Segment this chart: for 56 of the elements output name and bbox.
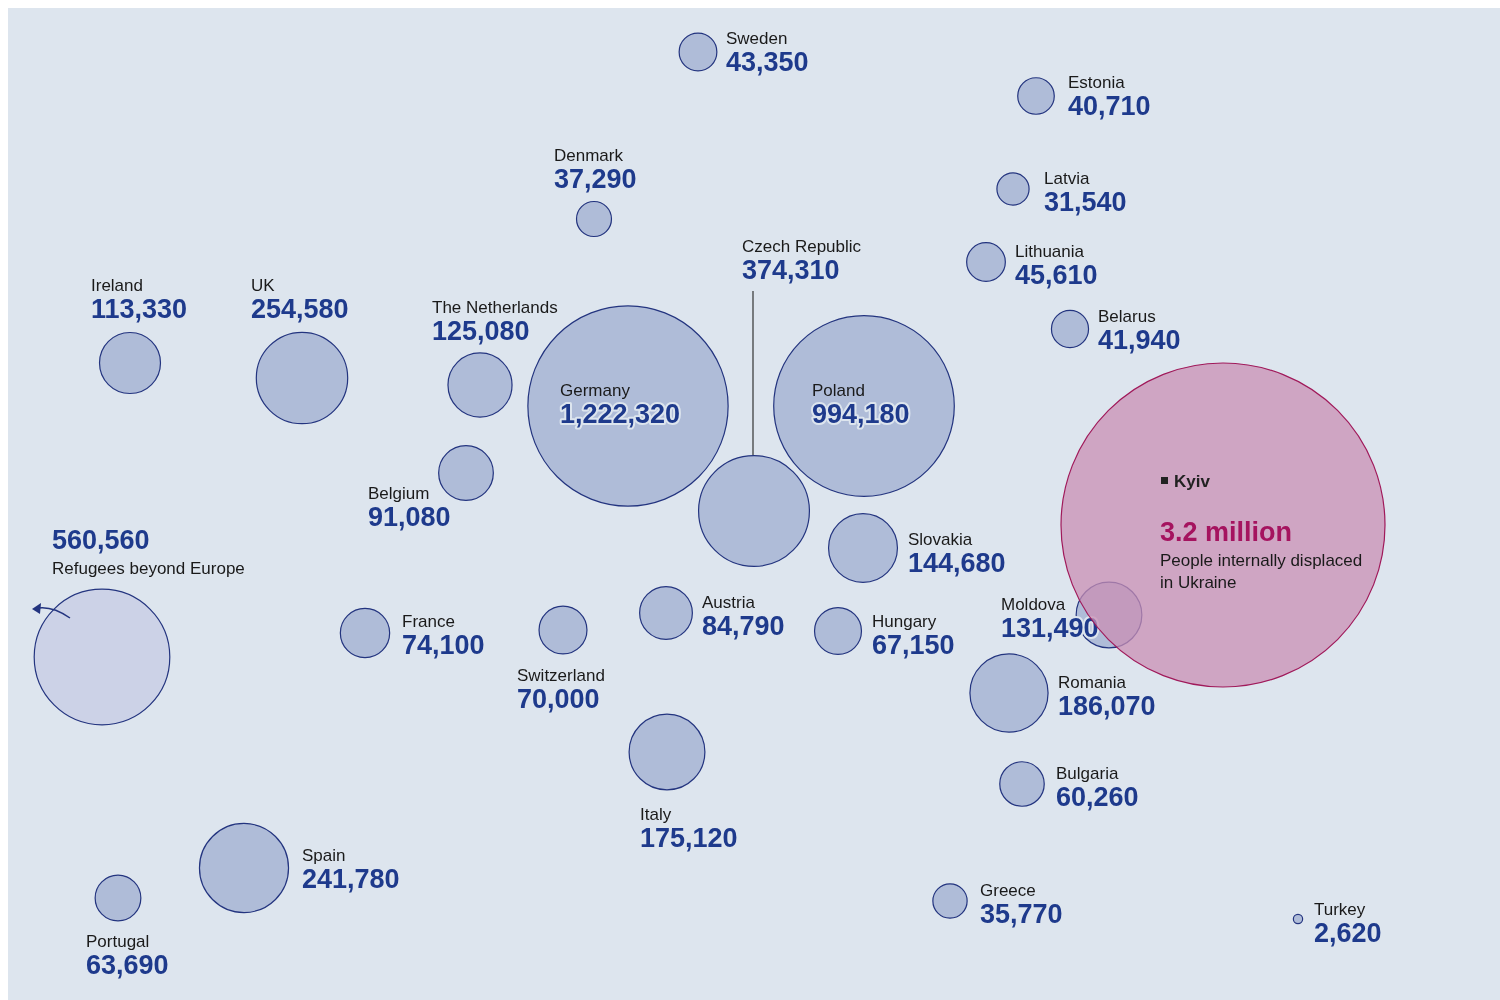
category-label: Belarus: [1098, 307, 1156, 326]
category-label: Latvia: [1044, 169, 1090, 188]
category-label: Switzerland: [517, 666, 605, 685]
category-label: The Netherlands: [432, 298, 558, 317]
data-label: 994,180: [812, 399, 910, 429]
category-label: Poland: [812, 381, 865, 400]
category-label: France: [402, 612, 455, 631]
category-label: Czech Republic: [742, 237, 862, 256]
category-label: Greece: [980, 881, 1036, 900]
data-label: 41,940: [1098, 325, 1181, 355]
data-label: 60,260: [1056, 782, 1139, 812]
category-label: Belgium: [368, 484, 430, 503]
data-label: 45,610: [1015, 260, 1098, 290]
data-label: 2,620: [1314, 918, 1382, 948]
data-label: 125,080: [432, 316, 530, 346]
data-label: 84,790: [702, 611, 785, 641]
data-label: 3.2 million: [1160, 517, 1293, 547]
data-label: 175,120: [640, 823, 738, 853]
category-label: Sweden: [726, 29, 788, 48]
data-label: 186,070: [1058, 691, 1156, 721]
data-label: 67,150: [872, 630, 955, 660]
data-label: 40,710: [1068, 91, 1151, 121]
category-label: Denmark: [554, 146, 624, 165]
data-label: 560,560: [52, 525, 150, 555]
category-label: Bulgaria: [1056, 764, 1119, 783]
data-label: 31,540: [1044, 187, 1127, 217]
data-label: 374,310: [742, 255, 840, 285]
category-label: Romania: [1058, 673, 1127, 692]
category-label: Austria: [702, 593, 756, 612]
category-label: Italy: [640, 805, 672, 824]
category-label: Slovakia: [908, 530, 973, 549]
data-label: 241,780: [302, 864, 400, 894]
category-label: Ireland: [91, 276, 143, 295]
category-label: Germany: [560, 381, 631, 400]
data-label: 35,770: [980, 899, 1063, 929]
category-label: Portugal: [86, 932, 150, 951]
category-label: Refugees beyond Europe: [52, 559, 245, 578]
data-label: 254,580: [251, 294, 349, 324]
category-label: Estonia: [1068, 73, 1126, 92]
text: Kyiv: [1174, 472, 1211, 491]
data-label: 91,080: [368, 502, 451, 532]
category-label: Lithuania: [1015, 242, 1085, 261]
category-label: People internally displaced in Ukraine: [1160, 551, 1363, 592]
category-label: Moldova: [1001, 595, 1066, 614]
data-label: 70,000: [517, 684, 600, 714]
data-label: 1,222,320: [560, 399, 681, 429]
category-label: Hungary: [872, 612, 937, 631]
data-label: 113,330: [91, 294, 188, 324]
category-label: Turkey: [1314, 900, 1366, 919]
category-label: Spain: [302, 846, 346, 865]
data-label: 37,290: [554, 164, 637, 194]
category-label: UK: [251, 276, 276, 295]
data-label: 144,680: [908, 548, 1006, 578]
data-label: 43,350: [726, 47, 809, 77]
data-label: 74,100: [402, 630, 485, 660]
data-label: 63,690: [86, 950, 169, 980]
